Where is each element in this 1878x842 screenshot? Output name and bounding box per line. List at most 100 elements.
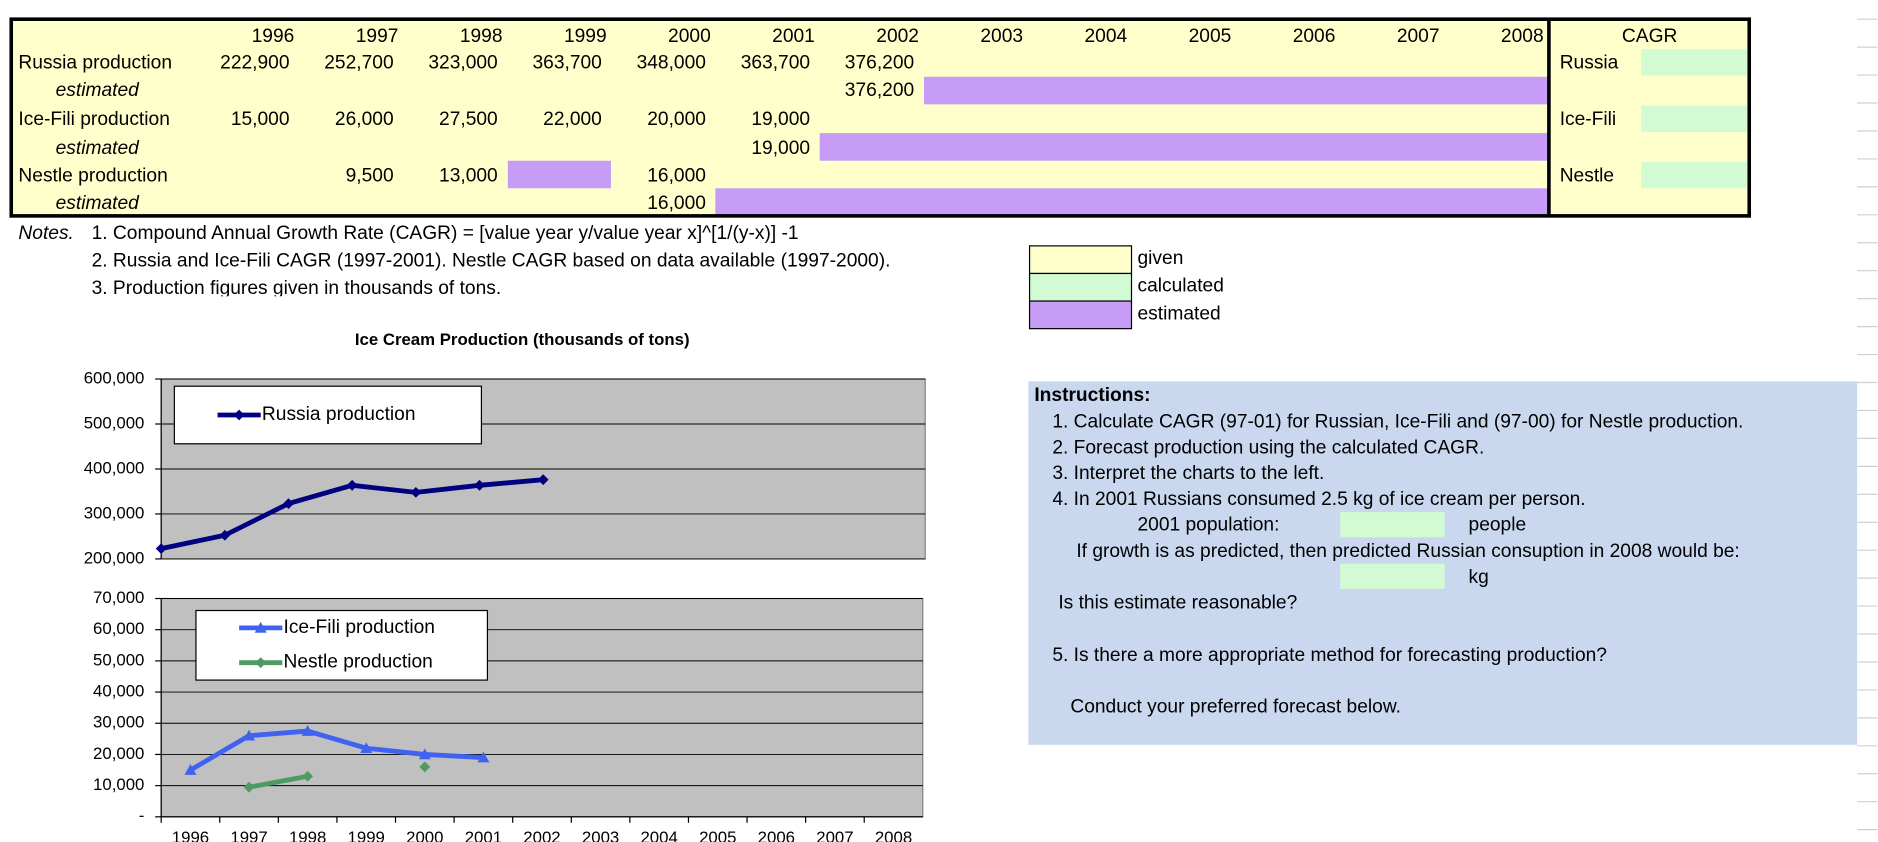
y-tick-label: 400,000 — [84, 458, 145, 477]
answer-cell — [1340, 512, 1445, 538]
instruction: 2. Forecast production using the calcula… — [1052, 438, 1484, 459]
sheet-gridlines — [1857, 18, 1878, 831]
x-tick-label: 2000 — [406, 828, 443, 842]
y-tick-label: 600,000 — [84, 368, 145, 387]
marker — [243, 729, 256, 741]
cell: 27,500 — [439, 109, 498, 130]
row-label: Nestle production — [18, 165, 167, 186]
cagr-label: Ice-Fili — [1560, 109, 1617, 130]
marker — [255, 657, 267, 669]
key-swatch — [1028, 300, 1133, 330]
chart: - 10,000 20,000 30,000 40,000 50,000 60,000 70,… — [93, 588, 924, 842]
marker — [360, 742, 373, 754]
y-tick-label: 200,000 — [84, 548, 145, 567]
calculated-cell — [1641, 161, 1747, 189]
key-swatch — [1028, 245, 1133, 275]
x-tick-label: 2002 — [523, 828, 560, 842]
cagr-label: Russia — [1560, 53, 1619, 74]
instructions-panel — [1028, 381, 1858, 745]
x-tick-label: 1996 — [172, 828, 209, 842]
y-tick-label: 300,000 — [84, 503, 145, 522]
charts: 200,000 300,000 400,000 500,000 600,000 Russi… — [84, 368, 926, 842]
cell: 9,500 — [346, 165, 394, 186]
cell: 13,000 — [439, 165, 498, 186]
instruction: 1. Calculate CAGR (97-01) for Russian, I… — [1052, 411, 1743, 432]
cell: 15,000 — [231, 109, 290, 130]
x-tick-label: 2008 — [875, 828, 912, 842]
column-header: 1997 — [356, 26, 399, 47]
series-line — [248, 773, 309, 790]
y-tick-label: 20,000 — [93, 744, 144, 763]
cell: 363,700 — [532, 53, 601, 74]
y-tick-label: 70,000 — [93, 588, 144, 607]
x-tick-label: 1997 — [230, 828, 267, 842]
column-header: 1998 — [460, 26, 503, 47]
column-header: 2001 — [772, 26, 815, 47]
marker — [184, 764, 197, 775]
instruction: 3. Interpret the charts to the left. — [1052, 463, 1324, 484]
notes: Notes. 1. Compound Annual Growth Rate (C… — [18, 223, 891, 299]
key-label: given — [1138, 248, 1184, 269]
instruction: 4. In 2001 Russians consumed 2.5 kg of i… — [1052, 489, 1585, 510]
answer-cell — [1340, 563, 1445, 589]
marker — [302, 770, 314, 782]
y-tick-label: - — [139, 806, 145, 825]
row-label: estimated — [56, 138, 141, 159]
cell: 252,700 — [324, 53, 393, 74]
column-header: 2006 — [1293, 26, 1336, 47]
marker — [537, 474, 549, 486]
key-label: calculated — [1138, 276, 1224, 297]
y-tick-label: 60,000 — [93, 619, 144, 638]
instruction: 5. Is there a more appropriate method fo… — [1052, 645, 1607, 666]
cagr-label: Nestle — [1560, 165, 1614, 186]
row-label: estimated — [56, 193, 141, 214]
cell: 323,000 — [428, 53, 497, 74]
cell: 348,000 — [637, 53, 706, 74]
note: 1. Compound Annual Growth Rate (CAGR) = … — [92, 223, 799, 244]
column-header: 2002 — [876, 26, 919, 47]
series-line — [189, 728, 484, 773]
estimated-cell — [924, 76, 1548, 105]
marker — [418, 748, 431, 760]
cell: 363,700 — [741, 53, 810, 74]
instruction: 2001 population: — [1138, 514, 1280, 535]
column-header: 1996 — [252, 26, 295, 47]
column-header: 2005 — [1189, 26, 1232, 47]
estimated-cell — [715, 188, 1548, 216]
column-header: 2003 — [980, 26, 1023, 47]
cell: 19,000 — [751, 109, 810, 130]
instructions-heading: Instructions: — [1034, 385, 1150, 406]
estimated-cell — [507, 160, 611, 189]
cell: 26,000 — [335, 109, 394, 130]
row-label: Russia production — [18, 53, 172, 74]
column-header: 1999 — [564, 26, 607, 47]
cell: 16,000 — [647, 165, 706, 186]
x-tick-label: 2003 — [582, 828, 619, 842]
estimated-cell — [819, 133, 1548, 161]
x-tick-label: 2004 — [640, 828, 677, 842]
y-tick-label: 30,000 — [93, 713, 144, 732]
column-header: 2007 — [1397, 26, 1440, 47]
marker — [243, 781, 255, 793]
notes-label: Notes. — [18, 223, 73, 244]
note: 3. Production figures given in thousands… — [92, 278, 502, 299]
calculated-cell — [1641, 105, 1747, 132]
note: 2. Russia and Ice-Fili CAGR (1997-2001).… — [92, 251, 891, 272]
y-tick-label: 10,000 — [93, 775, 144, 794]
row-label: Ice-Fili production — [18, 109, 169, 130]
cell: 376,200 — [845, 80, 914, 101]
y-tick-label: 50,000 — [93, 650, 144, 669]
marker — [233, 409, 245, 421]
cagr-header: CAGR — [1622, 26, 1677, 47]
instruction: If growth is as predicted, then predicte… — [1076, 541, 1739, 562]
key-label: estimated — [1138, 303, 1221, 324]
chart: 200,000 300,000 400,000 500,000 600,000 Russi… — [84, 368, 926, 567]
cell: 222,900 — [220, 53, 289, 74]
cell: 376,200 — [845, 53, 914, 74]
y-tick-label: 40,000 — [93, 682, 144, 701]
y-tick-label: 500,000 — [84, 413, 145, 432]
x-tick-label: 1999 — [348, 828, 385, 842]
instruction: Conduct your preferred forecast below. — [1070, 697, 1401, 718]
calculated-cell — [1641, 49, 1747, 76]
